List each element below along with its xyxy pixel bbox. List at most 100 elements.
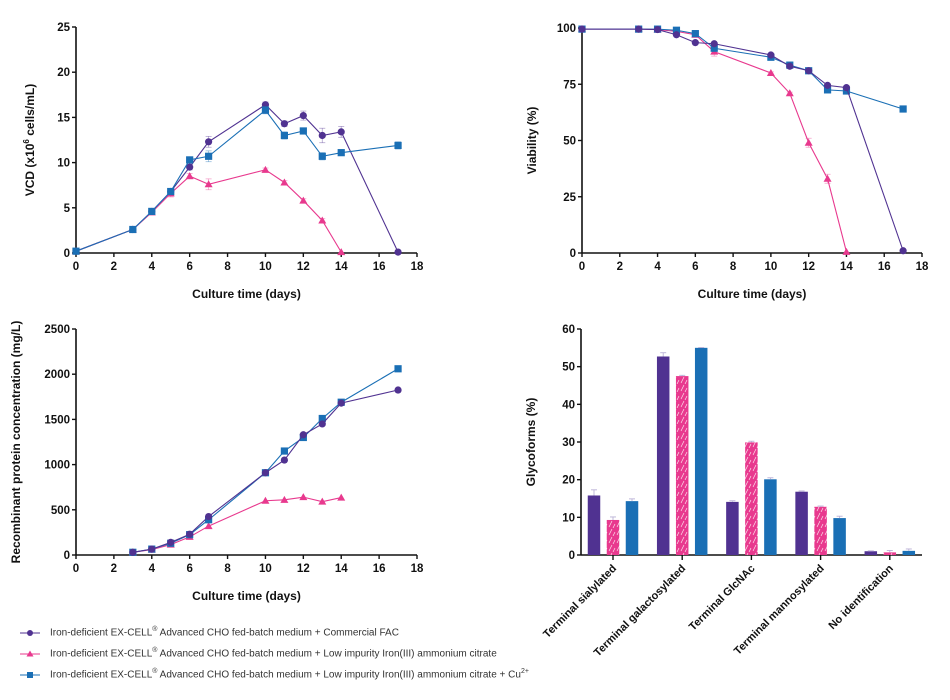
data-point — [337, 493, 346, 501]
data-point — [204, 522, 213, 530]
x-tick-label: 2 — [111, 261, 117, 273]
bar-lowimp — [745, 442, 758, 555]
y-tick-label: 1000 — [44, 460, 70, 472]
data-point — [899, 247, 907, 255]
y-tick-label: 60 — [562, 324, 575, 336]
bar-fac — [864, 551, 878, 555]
data-point — [280, 178, 289, 186]
x-tick-label: 14 — [335, 563, 348, 575]
chart-titer: 0 500 1000 1500 2000 2500 0 2 4 6 8 10 12 14 16 18 Cultu… — [9, 321, 424, 603]
x-axis-title: Culture time (days) — [192, 589, 301, 603]
data-point — [167, 187, 175, 196]
data-point — [280, 131, 288, 140]
y-tick-label: 40 — [562, 399, 575, 411]
x-tick-label: 0 — [73, 261, 79, 273]
y-tick-label: 25 — [57, 22, 70, 34]
data-point — [204, 180, 213, 188]
x-tick-label: 16 — [373, 261, 386, 273]
data-point — [578, 25, 586, 33]
y-tick-label: 50 — [562, 362, 575, 374]
x-tick-label: 6 — [692, 261, 698, 273]
data-point — [205, 152, 213, 160]
legend-marker-triangle-icon — [18, 649, 44, 659]
data-point — [337, 399, 345, 407]
bar-lowimp_cu — [625, 501, 639, 555]
data-point — [280, 495, 289, 503]
x-tick-label: 0 — [73, 563, 79, 575]
legend-label-fac: Iron-deficient EX-CELL® Advanced CHO fed… — [50, 626, 399, 639]
data-point — [672, 26, 681, 34]
x-axis-title: Culture time (days) — [698, 287, 807, 301]
chart-vcd: 0 5 10 15 20 25 0 2 4 6 8 10 12 14 16 18 Culture time (d… — [22, 22, 424, 301]
data-point — [823, 86, 832, 94]
data-point — [261, 496, 270, 504]
bar-fac — [795, 491, 808, 555]
series-lowimp_cu — [578, 25, 907, 113]
x-tick-label: 6 — [186, 563, 192, 575]
data-point — [280, 456, 288, 464]
data-point — [842, 84, 851, 92]
x-tick-label: 12 — [297, 261, 310, 273]
data-point — [185, 172, 194, 180]
data-point — [899, 105, 907, 113]
x-tick-label: 2 — [111, 563, 117, 575]
y-tick-label: 20 — [562, 475, 575, 487]
x-tick-label: 18 — [411, 563, 424, 575]
x-tick-label: 0 — [579, 261, 585, 273]
y-tick-label: 30 — [562, 437, 575, 449]
data-point — [129, 225, 137, 234]
x-tick-label: 4 — [149, 261, 156, 273]
legend-marker-square-icon — [18, 670, 44, 680]
data-point — [786, 62, 794, 70]
y-axis-title: Glycoforms (%) — [524, 398, 538, 487]
data-point — [710, 40, 718, 48]
series-line-lowimp — [582, 28, 847, 253]
data-point — [129, 548, 137, 556]
data-point — [261, 165, 270, 173]
data-point — [318, 497, 327, 505]
data-point — [710, 44, 718, 52]
bar-fac — [726, 501, 739, 555]
y-tick-label: 0 — [64, 550, 70, 562]
y-tick-label: 10 — [562, 512, 575, 524]
data-point — [653, 25, 662, 34]
x-tick-label: 2 — [617, 261, 623, 273]
data-point — [394, 365, 402, 373]
series-line-fac — [75, 104, 399, 253]
data-point — [337, 149, 345, 157]
x-tick-label: 10 — [259, 563, 272, 575]
y-tick-label: 75 — [563, 79, 576, 91]
data-point — [205, 138, 213, 146]
data-point — [261, 106, 270, 114]
chart-viability: 0 25 50 75 100 0 2 4 6 8 10 12 14 16 18 Culture time (d… — [525, 23, 929, 301]
series-fac — [578, 25, 907, 255]
data-point — [205, 512, 213, 521]
bar-lowimp — [675, 376, 689, 555]
bar-fac — [587, 495, 601, 555]
x-tick-label: 8 — [730, 261, 737, 273]
data-point — [318, 152, 326, 160]
data-point — [804, 138, 813, 146]
data-point — [318, 131, 326, 140]
bar-lowimp_cu — [902, 550, 916, 555]
data-point — [280, 120, 288, 128]
data-point — [299, 127, 307, 135]
series-line-lowimp — [132, 496, 342, 553]
data-point — [823, 81, 832, 89]
data-point — [394, 141, 402, 150]
x-tick-label: 8 — [224, 563, 231, 575]
series-fac — [129, 386, 402, 556]
data-point — [767, 51, 775, 59]
x-tick-label: 12 — [802, 261, 815, 273]
bar-lowimp — [814, 506, 827, 555]
bar-lowimp_cu — [694, 347, 708, 555]
data-point — [672, 31, 681, 39]
y-tick-label: 1500 — [44, 414, 70, 426]
legend: Iron-deficient EX-CELL® Advanced CHO fed… — [18, 622, 529, 685]
series-line-lowimp_cu — [75, 109, 399, 252]
x-tick-label: Terminal GlcNAc — [687, 563, 758, 634]
data-point — [280, 447, 288, 455]
y-axis-title: Recombinant protein concentration (mg/L) — [9, 321, 23, 564]
series-lowimp_cu — [129, 365, 402, 556]
